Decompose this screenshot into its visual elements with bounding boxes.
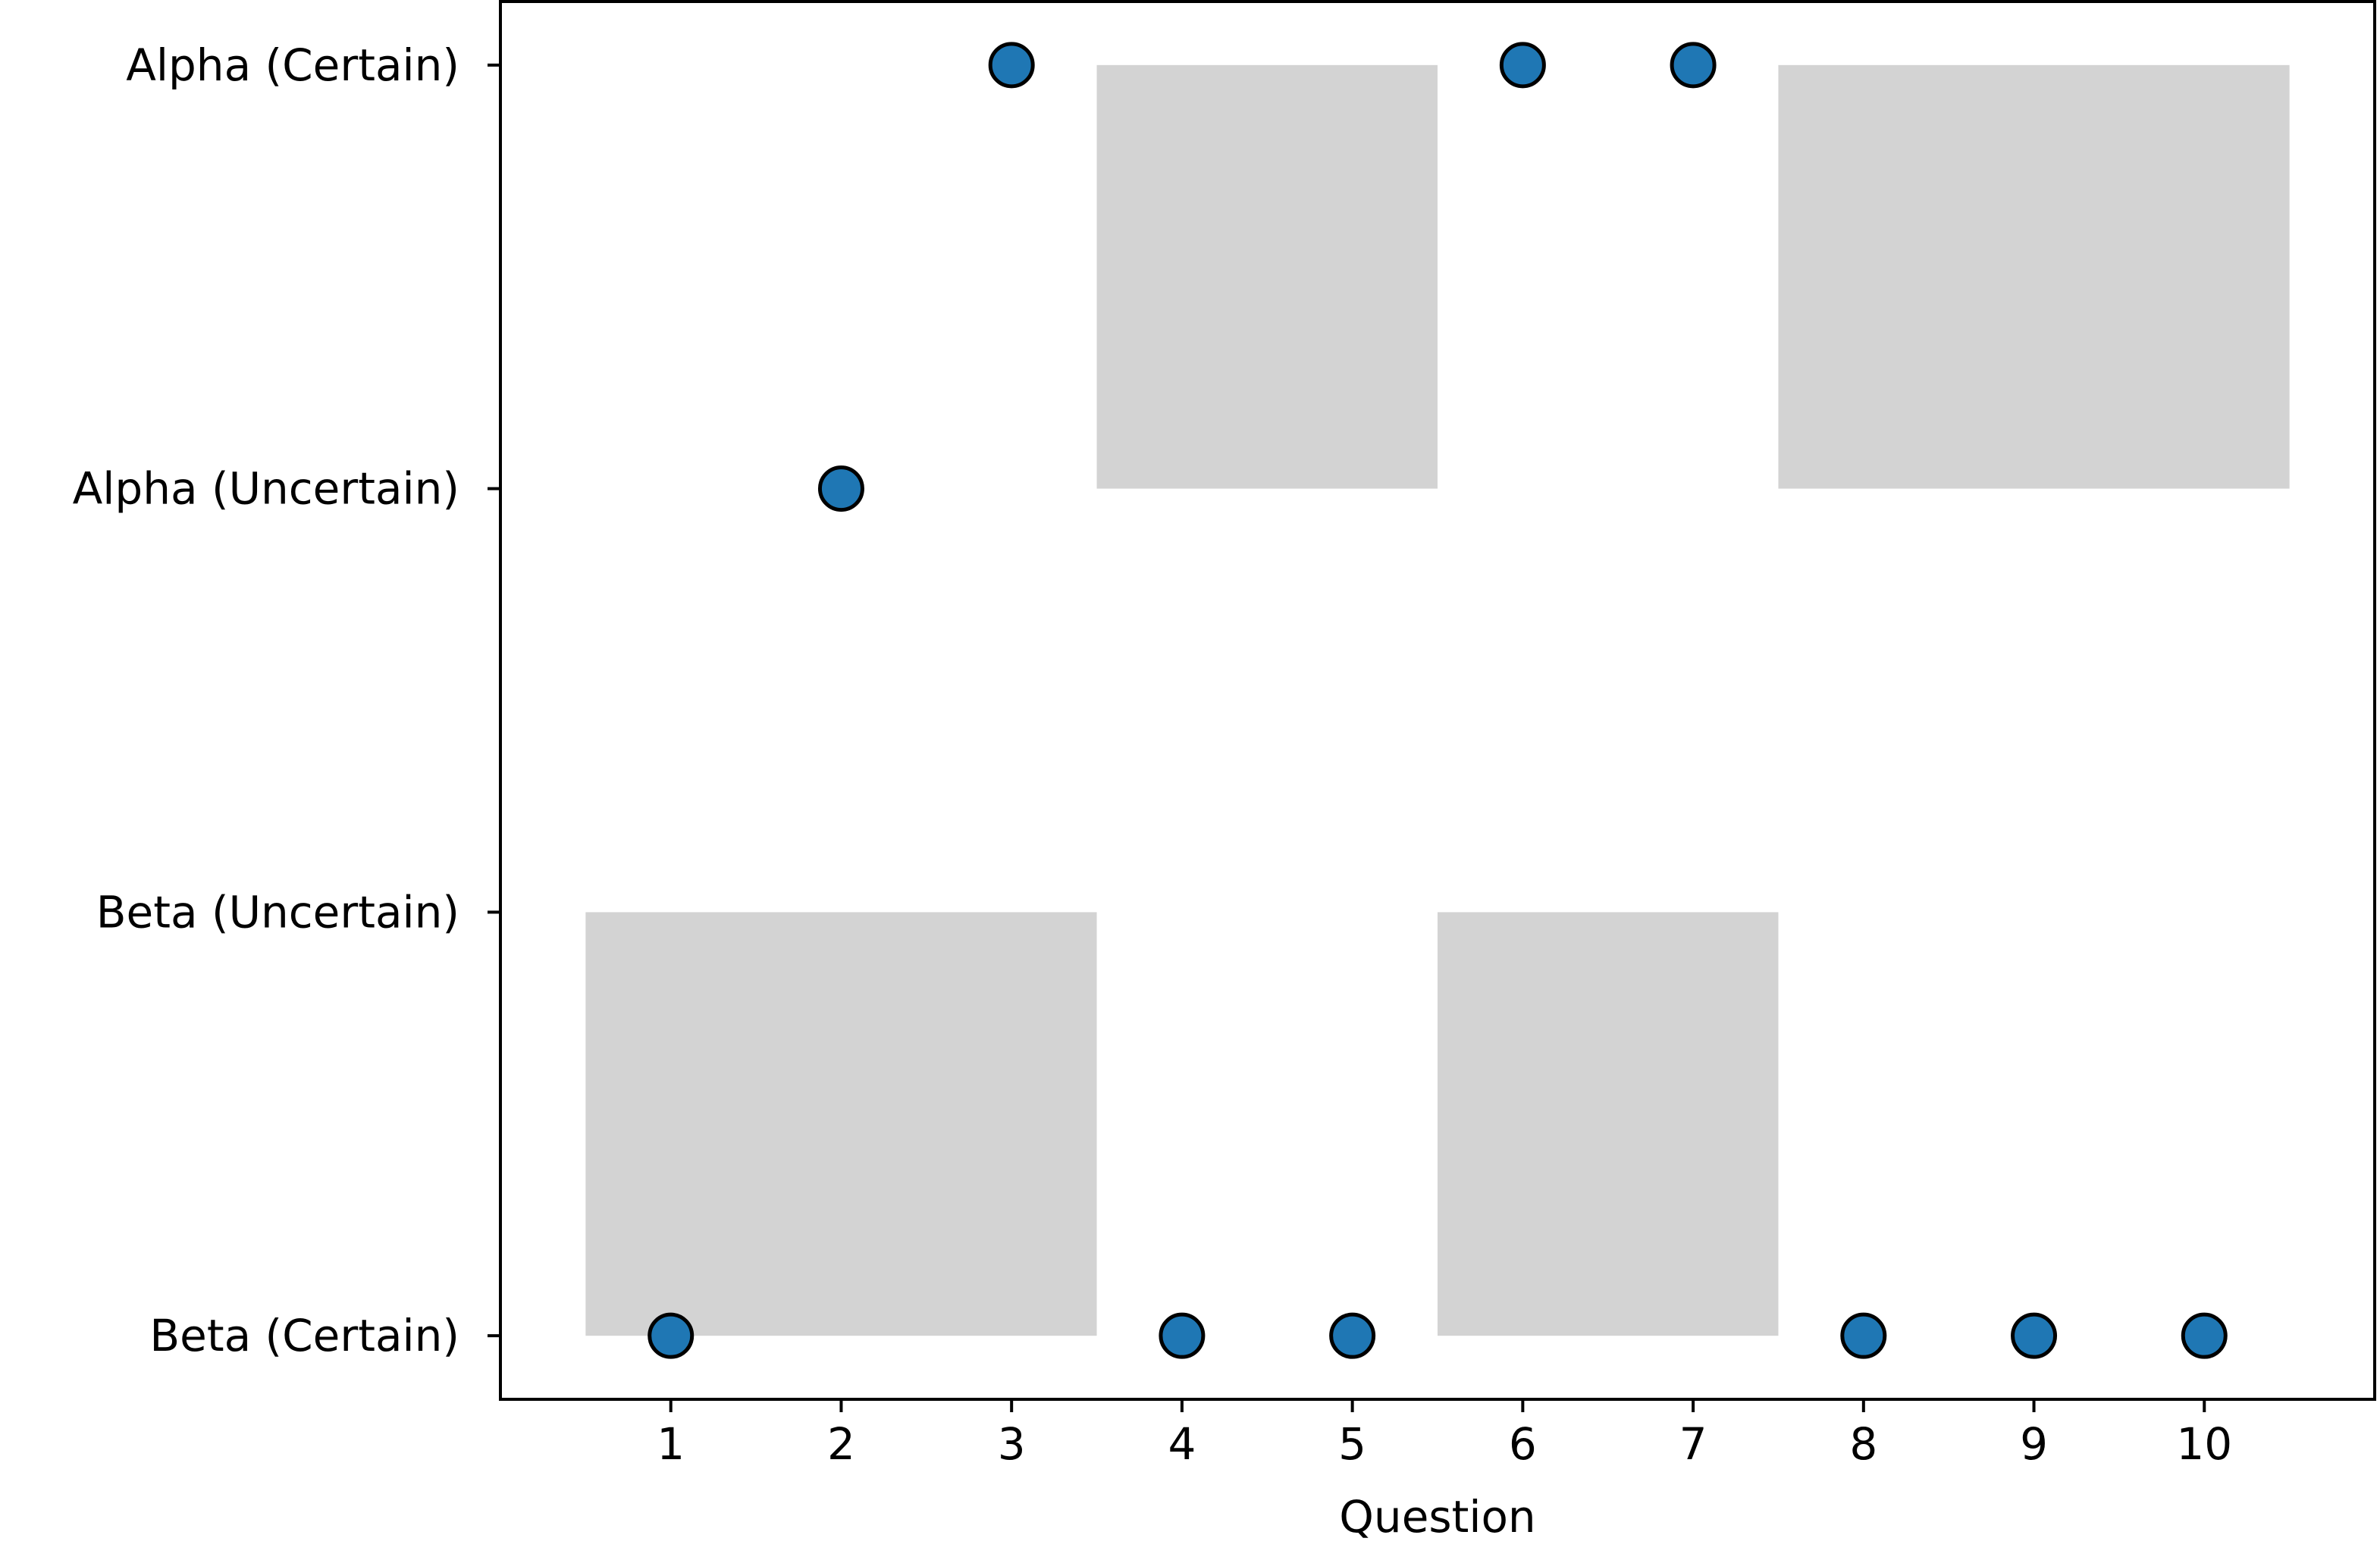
y-tick-label-3: Alpha (Uncertain)	[73, 463, 459, 515]
data-point-q5	[1329, 1312, 1376, 1359]
data-point-q10	[2181, 1312, 2228, 1359]
data-point-q8	[1840, 1312, 1887, 1359]
data-point-q6	[1499, 42, 1546, 89]
data-point-q9	[2011, 1312, 2058, 1359]
data-point-q2	[817, 465, 864, 512]
shaded-region-1	[585, 912, 1097, 1336]
x-tick-label-4: 4	[1168, 1418, 1196, 1470]
y-tick-label-2: Beta (Uncertain)	[96, 886, 459, 938]
y-tick-label-4: Alpha (Certain)	[126, 39, 459, 91]
x-tick-label-9: 9	[2020, 1418, 2048, 1470]
x-axis-label: Question	[1339, 1491, 1535, 1543]
y-tick-label-1: Beta (Certain)	[149, 1310, 459, 1361]
shaded-region-2	[1096, 64, 1438, 489]
x-tick-label-2: 2	[827, 1418, 855, 1470]
plot-frame	[499, 0, 2376, 1401]
shaded-region-4	[1778, 64, 2290, 489]
shaded-region-3	[1438, 912, 1779, 1336]
x-tick-label-5: 5	[1338, 1418, 1366, 1470]
x-tick-label-3: 3	[998, 1418, 1026, 1470]
data-point-q1	[648, 1312, 695, 1359]
data-point-q7	[1670, 42, 1717, 89]
data-point-q3	[988, 42, 1035, 89]
x-tick-label-6: 6	[1509, 1418, 1537, 1470]
shaded-regions	[585, 64, 2290, 1336]
data-points	[648, 42, 2228, 1359]
data-point-q4	[1159, 1312, 1206, 1359]
x-tick-label-10: 10	[2176, 1418, 2232, 1470]
x-axis-ticks: 1 2 3 4 5 6 7 8 9 10	[657, 1399, 2232, 1470]
x-tick-label-7: 7	[1679, 1418, 1707, 1470]
x-tick-label-1: 1	[657, 1418, 685, 1470]
x-tick-label-8: 8	[1849, 1418, 1877, 1470]
y-axis-ticks: Beta (Certain) Beta (Uncertain) Alpha (Unc…	[73, 39, 500, 1361]
